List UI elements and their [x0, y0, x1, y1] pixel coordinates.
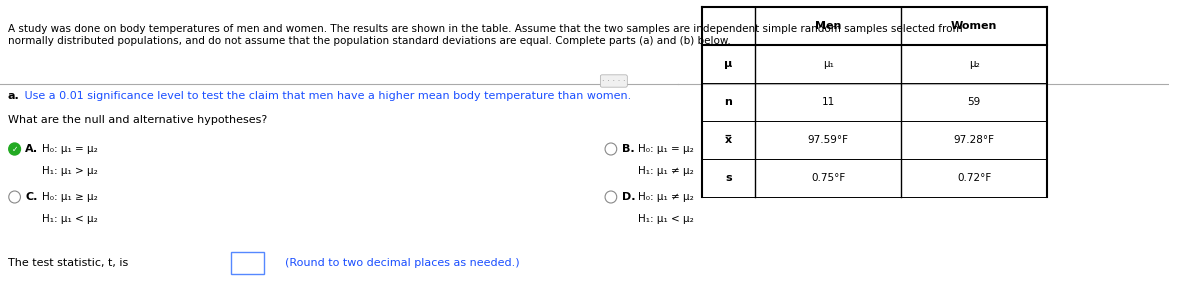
Text: C.: C. — [25, 192, 37, 202]
Text: 59: 59 — [967, 97, 980, 107]
Text: μ: μ — [724, 59, 732, 69]
Text: H₁: μ₁ > μ₂: H₁: μ₁ > μ₂ — [42, 166, 97, 176]
Text: What are the null and alternative hypotheses?: What are the null and alternative hypoth… — [7, 115, 268, 125]
Text: H₀: μ₁ = μ₂: H₀: μ₁ = μ₂ — [638, 144, 694, 154]
Text: B.: B. — [622, 144, 635, 154]
FancyBboxPatch shape — [230, 252, 264, 274]
Text: (Round to two decimal places as needed.): (Round to two decimal places as needed.) — [286, 258, 520, 268]
Text: H₁: μ₁ < μ₂: H₁: μ₁ < μ₂ — [42, 214, 97, 224]
Text: A.: A. — [25, 144, 38, 154]
Text: ✓: ✓ — [12, 144, 18, 153]
Text: n: n — [725, 97, 732, 107]
Text: Use a 0.01 significance level to test the claim that men have a higher mean body: Use a 0.01 significance level to test th… — [22, 91, 631, 101]
Text: 97.28°F: 97.28°F — [954, 135, 995, 145]
Text: The test statistic, t, is: The test statistic, t, is — [7, 258, 128, 268]
Text: A study was done on body temperatures of men and women. The results are shown in: A study was done on body temperatures of… — [7, 24, 962, 46]
Text: μ₁: μ₁ — [823, 59, 834, 69]
Text: Men: Men — [815, 21, 841, 31]
Text: H₁: μ₁ < μ₂: H₁: μ₁ < μ₂ — [638, 214, 694, 224]
Circle shape — [605, 191, 617, 203]
Text: 0.75°F: 0.75°F — [811, 173, 845, 183]
Text: a.: a. — [7, 91, 19, 101]
Text: H₀: μ₁ ≥ μ₂: H₀: μ₁ ≥ μ₂ — [42, 192, 97, 202]
Text: H₀: μ₁ = μ₂: H₀: μ₁ = μ₂ — [42, 144, 97, 154]
Text: H₀: μ₁ ≠ μ₂: H₀: μ₁ ≠ μ₂ — [638, 192, 694, 202]
Circle shape — [605, 143, 617, 155]
Text: x̅: x̅ — [725, 135, 732, 145]
Text: 97.59°F: 97.59°F — [808, 135, 848, 145]
Text: H₁: μ₁ ≠ μ₂: H₁: μ₁ ≠ μ₂ — [638, 166, 694, 176]
Text: 11: 11 — [822, 97, 835, 107]
Text: s: s — [725, 173, 732, 183]
Text: · · · · ·: · · · · · — [602, 77, 625, 86]
Circle shape — [8, 191, 20, 203]
Text: μ₂: μ₂ — [968, 59, 979, 69]
Text: Women: Women — [952, 21, 997, 31]
Text: 0.72°F: 0.72°F — [958, 173, 991, 183]
Text: D.: D. — [622, 192, 635, 202]
Circle shape — [8, 143, 20, 155]
